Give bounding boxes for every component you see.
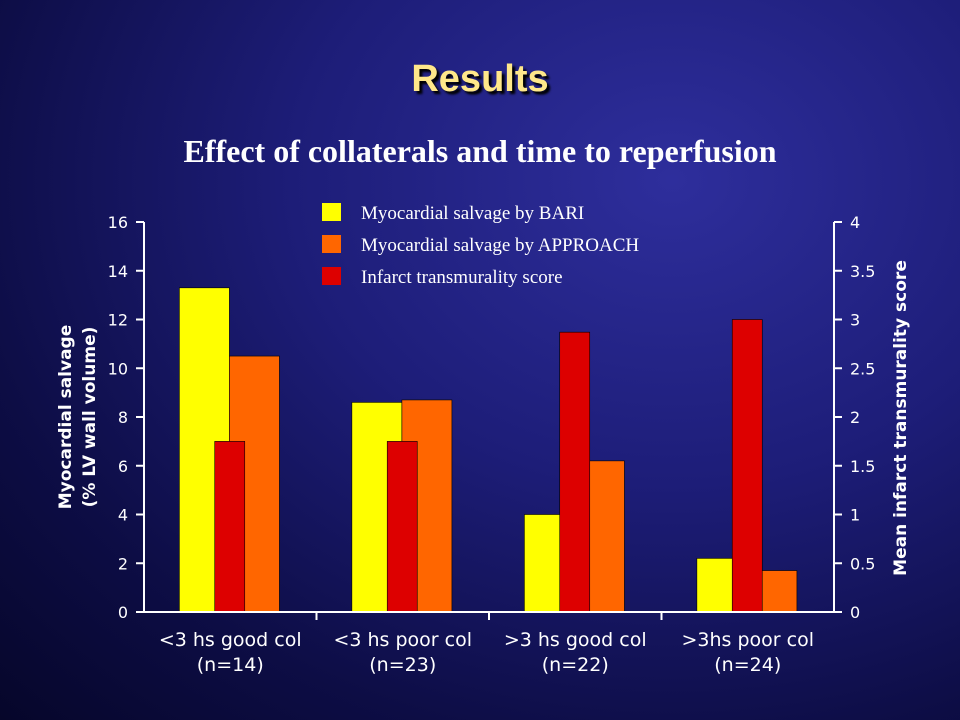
bar-transmurality-0 [214, 441, 246, 613]
chart-title: Effect of collaterals and time to reperf… [183, 133, 777, 169]
bar-transmurality-3 [731, 319, 763, 613]
category-sublabel: (n=24) [714, 654, 781, 676]
category-sublabel: (n=14) [197, 654, 264, 676]
category-sublabel: (n=22) [542, 654, 609, 676]
left-tick-label: 2 [118, 554, 128, 573]
left-tick-label: 6 [118, 457, 128, 476]
bars-group [179, 287, 798, 613]
right-tick-label: 0 [850, 603, 860, 622]
category-sublabel: (n=23) [369, 654, 436, 676]
category-label: >3 hs good col [504, 629, 647, 651]
right-tick-label: 1.5 [850, 457, 875, 476]
axes-group: 0 2 4 6 8 10 12 14 16 0 0.5 1 1.5 2 2.5 3 3.5 4 <3 hs good… [56, 213, 911, 676]
slide-title: Results [411, 58, 549, 100]
right-tick-label: 4 [850, 213, 860, 232]
right-tick-label: 3.5 [850, 262, 875, 281]
legend-label: Myocardial salvage by BARI [361, 203, 584, 224]
legend-label: Myocardial salvage by APPROACH [361, 235, 639, 256]
right-tick-label: 1 [850, 506, 860, 525]
left-tick-label: 8 [118, 408, 128, 427]
left-tick-label: 12 [108, 311, 128, 330]
legend-label: Infarct transmurality score [361, 267, 563, 288]
right-tick-label: 2 [850, 408, 860, 427]
legend-swatch-2 [322, 267, 341, 285]
left-tick-label: 10 [108, 359, 128, 378]
legend: Myocardial salvage by BARI Myocardial sal… [322, 203, 639, 288]
right-tick-label: 0.5 [850, 554, 875, 573]
legend-swatch-1 [322, 235, 341, 253]
legend-swatch-0 [322, 203, 341, 221]
y-axis-title: Myocardial salvage [56, 325, 76, 510]
right-tick-label: 2.5 [850, 359, 875, 378]
bar-transmurality-1 [386, 441, 418, 613]
left-tick-label: 16 [108, 213, 128, 232]
y-axis-title: (% LV wall volume) [80, 327, 100, 508]
category-label: >3hs poor col [682, 629, 815, 651]
category-label: <3 hs poor col [333, 629, 472, 651]
bar-transmurality-2 [559, 331, 591, 613]
y2-axis-title: Mean infarct transmurality score [891, 260, 911, 576]
right-tick-label: 3 [850, 311, 860, 330]
left-tick-label: 0 [118, 603, 128, 622]
category-label: <3 hs good col [159, 629, 302, 651]
left-tick-label: 4 [118, 506, 128, 525]
left-tick-label: 14 [108, 262, 128, 281]
